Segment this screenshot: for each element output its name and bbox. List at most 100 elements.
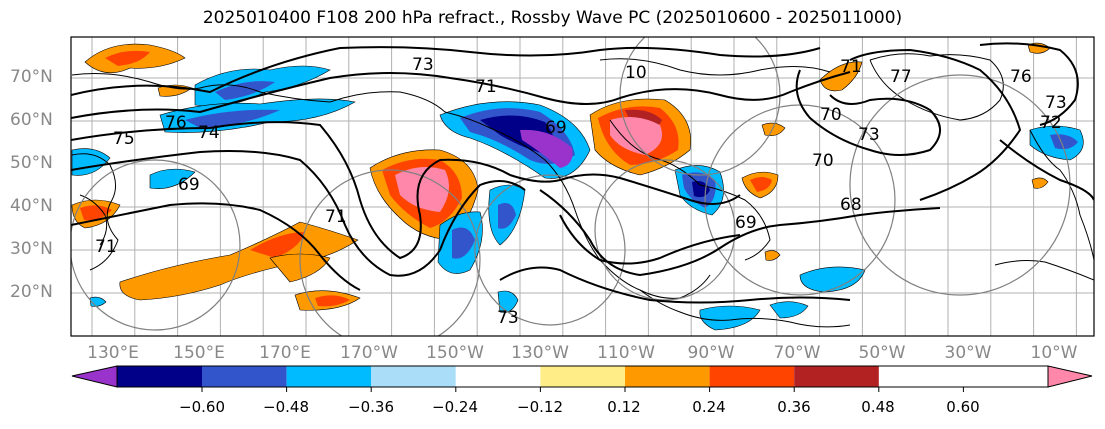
contour-label: 72 [1040,113,1062,133]
contour-label: 77 [890,67,912,87]
map-title: 2025010400 F108 200 hPa refract., Rossby… [202,8,903,28]
wave-circle [704,104,896,296]
anomaly-blue [699,305,761,331]
anomaly-red [750,177,772,192]
contour-label: 69 [545,118,567,138]
contour-label: 74 [198,123,220,143]
height-contour [71,202,361,291]
colorbar-tick-label: −0.36 [348,398,394,416]
colorbar-box [709,366,795,387]
height-contours [71,42,1094,304]
wave-circle [71,159,241,331]
colorbar-box [117,366,202,387]
height-contour [999,139,1094,201]
anomaly-red [80,205,112,221]
contour-labels: 73 71 76 75 74 69 69 70 73 77 76 68 73 7… [95,55,1067,328]
lat-label: 40°N [10,196,53,216]
anomaly-darkblue [215,81,275,100]
colorbar-tick-label: 0.36 [777,398,811,416]
height-contour [71,150,526,277]
coastline [329,91,711,299]
anomaly-orange [764,250,781,261]
contour-label: 71 [840,57,862,77]
contour-label: 73 [1045,93,1067,113]
lat-label: 20°N [10,282,53,302]
colorbar-box [794,366,879,387]
anomaly-orange [761,122,786,136]
anomaly-red [105,50,150,66]
contour-label: 69 [178,175,200,195]
contour-label: 76 [165,113,187,133]
colorbar-boxes [116,365,1049,388]
height-contour [559,214,741,265]
anomaly-blue [769,301,809,319]
anomaly-orange [1031,177,1049,189]
colorbar-tick-label: −0.48 [263,398,309,416]
height-contour [71,46,821,96]
anomaly-blue [799,266,866,293]
colorbar-tick-label: 0.24 [692,398,726,416]
height-contour [979,42,1079,126]
lon-label: 90°W [687,343,735,363]
contour-label: 71 [325,207,347,227]
height-contour [71,121,741,260]
contour-label: 75 [113,129,135,149]
anomaly-darkblue [452,227,475,259]
colorbar-box [625,366,710,387]
lon-label: 130°W [511,343,569,363]
wave-circle [474,174,626,326]
wave-circle [299,169,481,336]
height-contour [795,69,941,156]
anomaly-red [250,232,305,258]
anomaly-darkblue [185,109,280,128]
contour-label: 69 [735,213,757,233]
coastline [1029,129,1094,261]
colorbar-box [371,366,456,387]
coastline [599,58,831,76]
wave-circle [594,159,736,301]
lon-label: 10°W [1030,343,1078,363]
anomaly-blue [497,290,519,313]
contour-label: 68 [840,195,862,215]
colorbar-box [540,366,625,387]
colorbar-tick-label: 0.48 [861,398,895,416]
contour-label: 76 [1010,67,1032,87]
coastline [639,289,851,328]
wave-circle [849,74,1071,296]
anomaly-purple [520,129,573,168]
anomaly-darkblue [1050,134,1078,150]
contour-label: 70 [820,105,842,125]
coastline [71,73,331,103]
coastline [79,194,108,246]
contour-label: 73 [497,308,519,328]
anomaly-pink [395,166,449,212]
lat-label: 50°N [10,153,53,173]
contour-label: 71 [95,237,117,257]
map-panel: 73 71 76 75 74 69 69 70 73 77 76 68 73 7… [71,37,1094,336]
colorbar-extend-high [1047,365,1093,388]
colorbar-extend-low [71,365,118,388]
anomaly-darkblue [498,202,516,229]
anomaly-blue [149,168,196,189]
height-contour [849,48,1022,201]
colorbar-tick-label: −0.24 [432,398,478,416]
lon-label: 130°E [87,343,139,363]
contour-label: 73 [858,125,880,145]
map-frame [70,36,1095,337]
colorbar-ticks [201,387,964,392]
lon-label: 150°W [426,343,484,363]
anomaly-orange [819,61,863,92]
lon-label: 50°W [858,343,906,363]
colorbar-box [286,366,372,387]
colorbar-box [455,366,541,387]
contour-label: 70 [812,151,834,171]
lon-label: 110°W [597,343,655,363]
contour-label: 71 [475,77,497,97]
anomaly-red [315,295,350,307]
anomaly-pink [610,116,663,155]
colorbar-tick-label: 0.60 [946,398,980,416]
contour-label: 73 [412,55,434,75]
lon-label: 170°E [259,343,311,363]
lat-label: 30°N [10,239,53,259]
